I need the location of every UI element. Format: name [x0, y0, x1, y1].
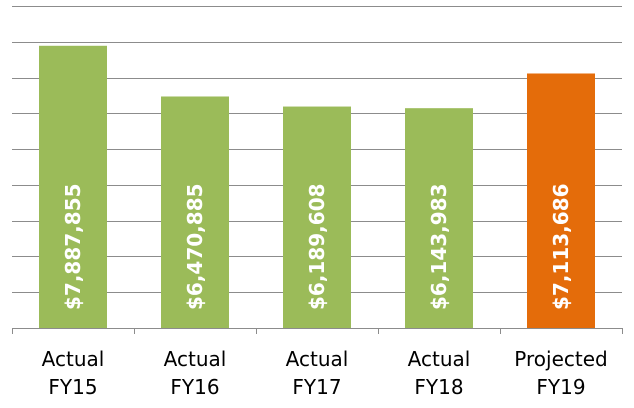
x-tick-label: Projected [514, 347, 607, 371]
bar-value-label: $7,887,855 [61, 183, 85, 310]
bar [283, 106, 351, 328]
x-tick-label: Actual [286, 347, 349, 371]
category-labels: Actual FY15 Actual FY16 Actual FY17 Actual FY18… [42, 347, 608, 399]
bar [527, 73, 595, 328]
x-tick-label: Actual [164, 347, 227, 371]
x-axis [12, 328, 623, 334]
bar [161, 96, 229, 328]
x-tick-label: Actual [408, 347, 471, 371]
x-tick-label: FY15 [48, 375, 97, 399]
bars: $7,887,855 $6,470,885 $6,189,608 $6,143,983… [39, 45, 595, 329]
x-tick-label: FY17 [292, 375, 341, 399]
bar-value-label: $6,470,885 [183, 183, 207, 310]
bar [39, 45, 107, 329]
bar [405, 108, 473, 328]
bar-value-label: $7,113,686 [549, 183, 573, 310]
x-tick-label: FY16 [170, 375, 219, 399]
x-tick-label: Actual [42, 347, 105, 371]
x-tick-label: FY18 [414, 375, 463, 399]
x-tick-label: FY19 [536, 375, 585, 399]
bar-value-label: $6,189,608 [305, 183, 329, 310]
bar-value-label: $6,143,983 [427, 183, 451, 310]
